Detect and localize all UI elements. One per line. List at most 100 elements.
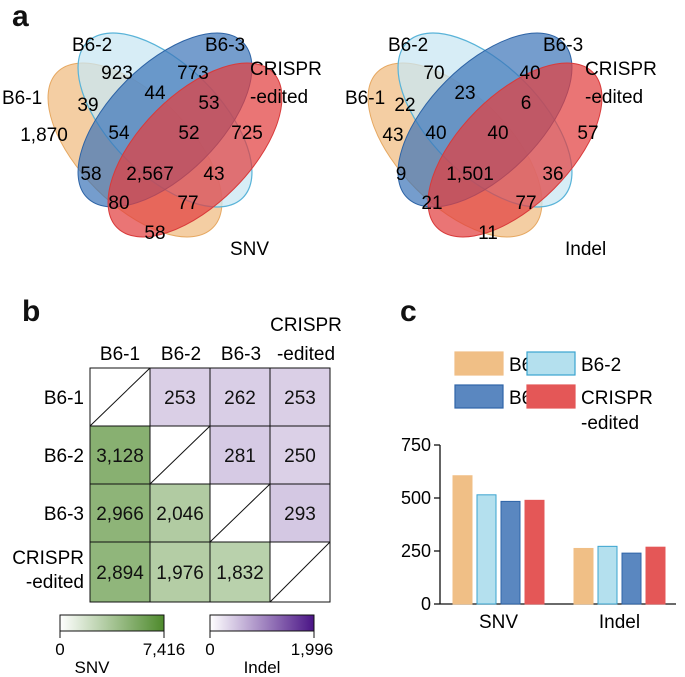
venn-snv-value: 773 xyxy=(177,63,209,84)
snv-scale-label: SNV xyxy=(75,658,111,677)
indel-cell-value: 262 xyxy=(224,388,256,409)
venn-snv-value: 77 xyxy=(177,193,198,214)
snv-cell xyxy=(209,541,271,603)
matrix-col-header: B6-2 xyxy=(161,344,201,365)
y-tick-label: 250 xyxy=(401,541,431,561)
snv-cell xyxy=(149,483,211,543)
venn-indel-label-b6-3: B6-3 xyxy=(543,35,583,56)
legend-label: B6-2 xyxy=(581,355,621,376)
venn-indel-type-label: Indel xyxy=(565,239,606,260)
snv-scale-min: 0 xyxy=(55,640,64,659)
indel-scale-min: 0 xyxy=(205,640,214,659)
bar xyxy=(621,552,642,605)
bar xyxy=(524,499,545,605)
y-tick-label: 0 xyxy=(421,594,431,614)
indel-colorbar xyxy=(209,614,315,632)
venn-indel-value: 40 xyxy=(487,123,508,144)
snv-scale-max: 7,416 xyxy=(143,640,186,659)
venn-indel-value: 40 xyxy=(519,63,540,84)
venn-indel-label-b6-2: B6-2 xyxy=(388,35,428,56)
venn-snv-value: 923 xyxy=(101,63,133,84)
snv-cell xyxy=(149,541,211,603)
snv-cell-value: 2,046 xyxy=(156,504,204,525)
venn-snv-value: 58 xyxy=(144,223,165,244)
indel-cell-value: 281 xyxy=(224,446,256,467)
venn-snv-value: 58 xyxy=(80,164,101,185)
indel-cell xyxy=(209,367,271,427)
legend-swatch xyxy=(454,384,504,409)
matrix-diagonal xyxy=(89,367,331,603)
snv-cell-value: 1,832 xyxy=(216,563,264,584)
venn-snv: B6-1 B6-2 B6-3 CRISPR -edited SNV 1,870 … xyxy=(2,32,322,260)
legend-swatch xyxy=(526,351,576,376)
venn-snv-value: 44 xyxy=(144,83,166,104)
snv-cell-value: 3,128 xyxy=(96,446,144,467)
venn-snv-value: 54 xyxy=(108,123,130,144)
venn-snv-value: 80 xyxy=(108,193,129,214)
venn-snv-label-b6-2: B6-2 xyxy=(72,35,112,56)
venn-snv-value: 39 xyxy=(77,95,98,116)
bar xyxy=(573,547,594,605)
matrix-row-header: B6-1 xyxy=(44,388,84,409)
venn-snv-value: 725 xyxy=(231,123,263,144)
bar xyxy=(500,500,521,605)
venn-indel-value: 9 xyxy=(396,164,407,185)
matrix-col-header: -edited xyxy=(277,344,335,365)
venn-indel-value: 1,501 xyxy=(446,164,494,185)
venn-indel-label-edited: -edited xyxy=(585,87,643,108)
legend-label: CRISPR xyxy=(581,388,653,409)
legend-swatch xyxy=(526,384,576,409)
y-tick-label: 500 xyxy=(401,488,431,508)
snv-cell-value: 2,894 xyxy=(96,563,144,584)
x-category-label: SNV xyxy=(479,612,518,633)
venn-indel-value: 70 xyxy=(423,63,444,84)
bar xyxy=(476,494,497,605)
panel-c-label: c xyxy=(400,295,417,328)
venn-indel-label-crispr: CRISPR xyxy=(585,59,657,80)
snv-cell-value: 2,966 xyxy=(96,504,144,525)
bar xyxy=(452,475,473,605)
venn-indel: B6-1 B6-2 B6-3 CRISPR -edited Indel 43 7… xyxy=(345,32,657,260)
venn-snv-value: 52 xyxy=(178,123,199,144)
panel-a-label: a xyxy=(12,0,29,33)
snv-cell xyxy=(89,425,151,485)
indel-scale-max: 1,996 xyxy=(291,640,334,659)
venn-snv-value: 2,567 xyxy=(126,164,174,185)
matrix-row-header: B6-2 xyxy=(44,446,84,467)
legend-label: -edited xyxy=(581,413,639,434)
venn-snv-label-edited: -edited xyxy=(250,87,308,108)
snv-cell xyxy=(89,483,151,543)
venn-snv-label-crispr: CRISPR xyxy=(250,59,322,80)
overlap-matrix: CRISPR B6-1 B6-2 B6-3 -edited B6-1 B6-2 … xyxy=(12,315,342,677)
venn-indel-value: 23 xyxy=(454,83,475,104)
indel-cell-value: 253 xyxy=(284,388,316,409)
venn-indel-set-crispr xyxy=(427,62,603,238)
legend-swatch xyxy=(454,351,504,376)
indel-cell xyxy=(269,483,331,543)
venn-indel-value: 43 xyxy=(382,125,403,146)
venn-snv-value: 1,870 xyxy=(20,125,68,146)
indel-cell-value: 293 xyxy=(284,504,316,525)
venn-indel-label-b6-1: B6-1 xyxy=(345,88,385,109)
matrix-col-header-crispr: CRISPR xyxy=(270,315,342,336)
venn-indel-value: 77 xyxy=(515,193,536,214)
venn-indel-value: 6 xyxy=(521,93,532,114)
x-category-label: Indel xyxy=(599,612,640,633)
venn-snv-value: 53 xyxy=(198,93,219,114)
venn-indel-value: 57 xyxy=(577,123,598,144)
venn-snv-label-b6-3: B6-3 xyxy=(205,35,245,56)
bar xyxy=(597,545,618,605)
indel-cell-value: 253 xyxy=(164,388,196,409)
matrix-col-header: B6-3 xyxy=(221,344,261,365)
venn-snv-value: 43 xyxy=(203,164,224,185)
matrix-row-header: -edited xyxy=(26,572,84,593)
venn-indel-value: 11 xyxy=(478,223,498,244)
panel-b-label: b xyxy=(22,295,41,328)
venn-indel-value: 21 xyxy=(421,193,442,214)
venn-indel-value: 22 xyxy=(394,95,415,116)
venn-snv-type-label: SNV xyxy=(230,239,269,260)
indel-cell-value: 250 xyxy=(284,446,316,467)
